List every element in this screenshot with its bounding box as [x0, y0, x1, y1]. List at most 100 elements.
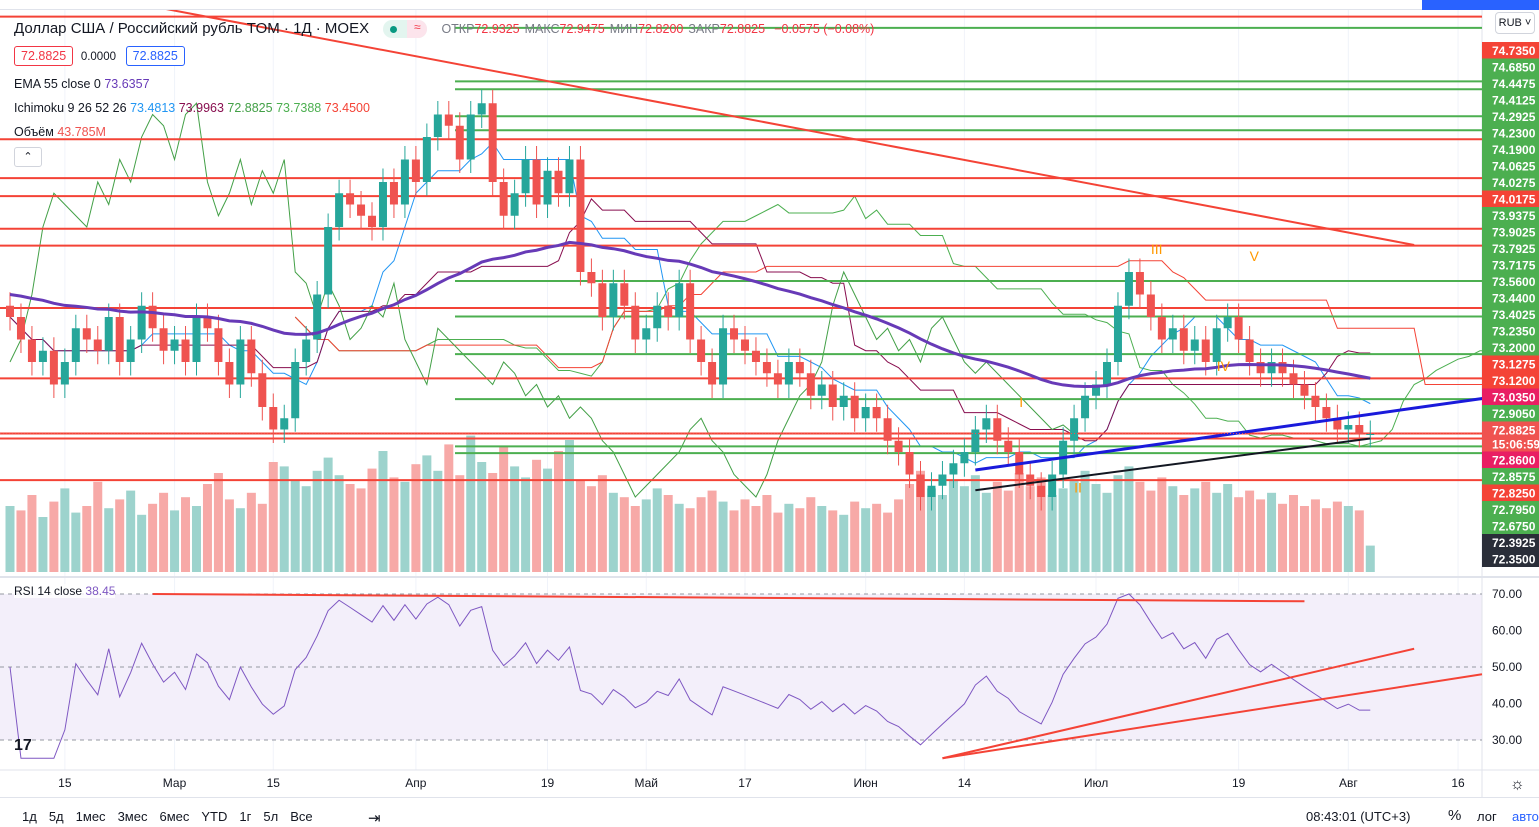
range-3[interactable]: 3мес — [117, 809, 148, 824]
range-8[interactable]: Все — [290, 809, 313, 824]
volume-bar — [235, 508, 245, 572]
time-tick: 14 — [958, 776, 972, 790]
candle — [708, 362, 717, 385]
chart-area[interactable]: I II III IV V 74.7350 74.6850 74.4475 74.4125 74.… — [0, 0, 1539, 797]
volume-legend[interactable]: Объём 43.785M — [14, 125, 106, 139]
range-7[interactable]: 5л — [263, 809, 279, 824]
symbol-title[interactable]: Доллар США / Российский рубль TOM · 1Д ·… — [14, 20, 370, 37]
price-label: 72.8825 — [1492, 424, 1536, 438]
sell-button[interactable]: 72.8825 — [14, 46, 74, 66]
candle — [543, 170, 552, 205]
candle — [1103, 362, 1111, 385]
range-5[interactable]: YTD — [201, 809, 228, 824]
ichimoku-span-b-line — [294, 260, 1539, 385]
price-label: 72.8600 — [1492, 454, 1536, 468]
range-6[interactable]: 1г — [239, 809, 252, 824]
volume-bar — [356, 488, 366, 572]
candle — [850, 395, 859, 419]
candle — [477, 103, 486, 115]
rsi-legend[interactable]: RSI 14 close 38.45 — [14, 584, 116, 598]
price-label: 74.2300 — [1492, 127, 1536, 141]
buy-button[interactable]: 72.8825 — [125, 46, 185, 66]
candle — [488, 103, 497, 182]
candle — [565, 159, 574, 194]
volume-bar — [575, 479, 585, 572]
price-label-bg — [1482, 534, 1539, 551]
candle — [1212, 328, 1221, 362]
price-label: 74.0625 — [1492, 160, 1536, 174]
settings-icon[interactable]: ☼ — [1510, 776, 1525, 793]
candle — [1355, 425, 1364, 434]
candle — [71, 328, 80, 362]
candle — [466, 114, 475, 160]
volume-bar — [1058, 488, 1068, 572]
currency-select[interactable]: RUB ˅ — [1495, 12, 1535, 34]
time-tick: Апр — [405, 776, 427, 790]
time-tick: Май — [635, 776, 659, 790]
volume-bar — [828, 510, 838, 572]
volume-bar — [5, 506, 15, 572]
volume-bar — [224, 499, 234, 572]
trend-line — [975, 437, 1371, 492]
candle — [916, 474, 925, 497]
volume-bar — [411, 464, 421, 572]
price-label-bg — [1482, 421, 1539, 452]
rsi-value: 38.45 — [85, 584, 116, 598]
range-4[interactable]: 6мес — [159, 809, 190, 824]
volume-bar — [1124, 466, 1134, 572]
candle — [313, 294, 322, 340]
time-tick: 19 — [541, 776, 555, 790]
log-toggle[interactable]: лог — [1477, 809, 1497, 824]
ichimoku-legend[interactable]: Ichimoku 9 26 52 26 73.4813 73.9963 72.8… — [14, 101, 370, 115]
candle — [214, 328, 223, 362]
volume-bar — [806, 497, 816, 572]
candle — [1190, 339, 1199, 351]
volume-bar — [729, 510, 739, 572]
candle — [411, 159, 420, 182]
candle — [324, 227, 333, 295]
price-label-bg — [1482, 174, 1539, 191]
volume-bar — [433, 470, 443, 572]
collapse-legend-button[interactable]: ⌃ — [14, 147, 42, 167]
candle — [1135, 272, 1144, 295]
goto-date-icon[interactable]: ⇥ — [368, 810, 381, 827]
price-label-bg — [1482, 207, 1539, 224]
candle — [576, 159, 585, 272]
volume-bar — [82, 506, 92, 572]
percent-toggle[interactable]: % — [1448, 807, 1462, 824]
price-label-bg — [1482, 75, 1539, 92]
candle — [1278, 362, 1287, 374]
volume-value: 43.785M — [57, 125, 106, 139]
volume-bar — [532, 459, 542, 572]
volume-bar — [521, 477, 531, 572]
rsi-trend-line — [942, 647, 1415, 760]
candle — [1311, 395, 1320, 407]
publish-button[interactable] — [1422, 0, 1539, 10]
candle — [82, 328, 91, 340]
price-label: 72.7950 — [1492, 503, 1536, 517]
ema-legend[interactable]: EMA 55 close 0 73.6357 — [14, 77, 150, 91]
chart-canvas[interactable]: IIIIIIIVV74.735074.685074.447574.412574.… — [0, 0, 1539, 797]
volume-bar — [213, 473, 223, 572]
tradingview-logo[interactable]: 17 — [14, 737, 32, 754]
volume-bar — [850, 501, 860, 572]
volume-bar — [1025, 486, 1035, 572]
candle — [1300, 384, 1309, 396]
range-0[interactable]: 1д — [22, 809, 37, 824]
candle — [927, 485, 936, 497]
volume-bar — [916, 470, 926, 572]
ichimoku-tenkan: 73.4813 — [130, 101, 176, 115]
candle — [236, 339, 245, 385]
volume-bar — [137, 514, 147, 572]
clock-time[interactable]: 08:43:01 (UTC+3) — [1306, 809, 1411, 824]
volume-bar — [894, 499, 904, 572]
change-value: −0.0575 (−0.08%) — [774, 22, 875, 36]
range-1[interactable]: 5д — [48, 809, 64, 824]
candle — [1070, 418, 1079, 441]
candle — [192, 317, 201, 362]
volume-bar — [49, 501, 59, 572]
wave-label: II — [1074, 480, 1082, 496]
range-2[interactable]: 1мес — [75, 809, 106, 824]
candle — [433, 114, 442, 137]
auto-toggle[interactable]: авто — [1512, 809, 1539, 824]
